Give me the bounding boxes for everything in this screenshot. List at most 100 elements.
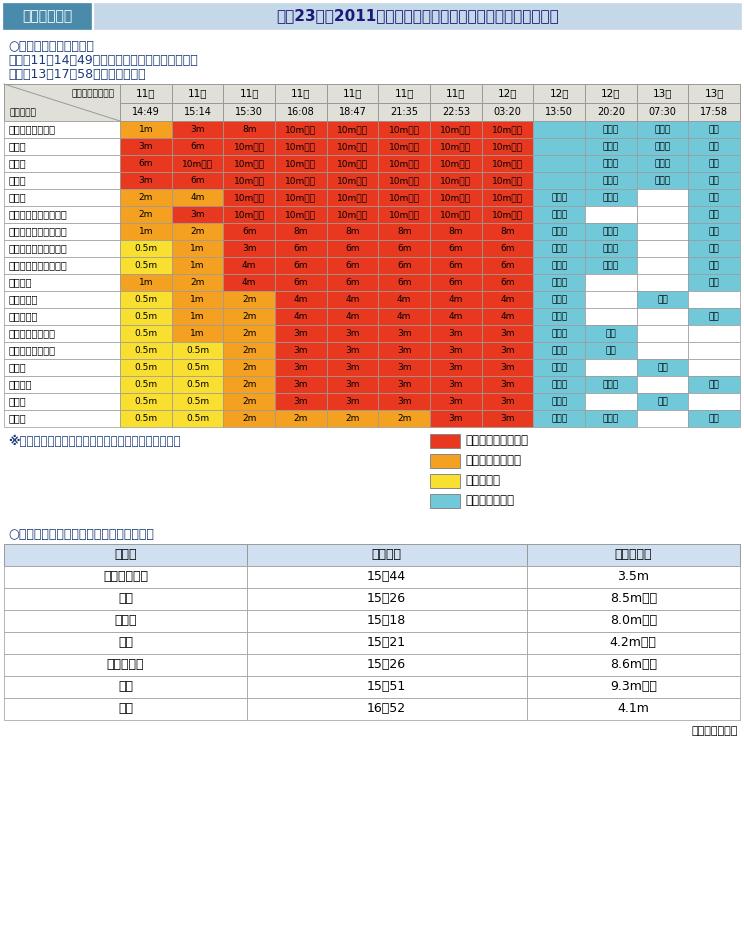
Text: 2m: 2m [242,380,257,389]
Bar [533,121,585,138]
Text: 6m: 6m [294,261,308,270]
Bar [94,3,741,29]
Text: 10m以上: 10m以上 [234,193,265,202]
Text: 10m以上: 10m以上 [388,210,420,219]
Text: 3m: 3m [500,414,515,423]
Bar [247,632,527,654]
Text: 3m: 3m [345,380,360,389]
Bar [585,325,637,342]
Text: 3m: 3m [138,176,153,185]
Text: 切下げ: 切下げ [551,227,567,236]
Bar [688,274,740,291]
Text: 21:35: 21:35 [390,107,418,117]
Text: 4m: 4m [294,295,308,304]
Text: 2m: 2m [397,414,411,423]
Text: 解除: 解除 [709,227,719,236]
Text: 15：26: 15：26 [367,658,406,672]
Bar [223,410,275,427]
Bar [223,240,275,257]
Bar [527,676,740,698]
Text: 解除: 解除 [709,176,719,185]
Bar [430,84,481,103]
Bar [430,274,481,291]
Bar [275,172,327,189]
Bar [688,189,740,206]
Bar [688,84,740,103]
Bar [120,103,172,121]
Text: ○津波警報等の発表状況: ○津波警報等の発表状況 [8,40,94,53]
Bar [688,257,740,274]
Text: 10m以上: 10m以上 [234,176,265,185]
Text: 3m: 3m [500,346,515,355]
Text: 4m: 4m [345,295,359,304]
Bar [275,308,327,325]
Text: 10m以上: 10m以上 [234,210,265,219]
Text: 0.5m: 0.5m [134,312,158,321]
Bar [585,291,637,308]
Bar [172,103,223,121]
Text: 相馬: 相馬 [118,680,133,693]
Bar [533,393,585,410]
Text: 切下げ: 切下げ [551,278,567,287]
Text: 津波の高さ: 津波の高さ [615,548,652,561]
Bar [247,676,527,698]
Text: 4.2m以上: 4.2m以上 [610,637,657,649]
Bar [379,240,430,257]
Text: 2m: 2m [190,278,205,287]
Text: 16:08: 16:08 [287,107,315,117]
Text: 10m以上: 10m以上 [337,193,368,202]
Bar [4,342,120,359]
Bar [585,84,637,103]
Text: 11日: 11日 [394,89,414,99]
Bar [379,342,430,359]
Bar [223,138,275,155]
Bar [120,172,172,189]
Text: 切下げ: 切下げ [551,380,567,389]
Bar [637,155,688,172]
Bar [585,206,637,223]
Bar [120,223,172,240]
Bar [4,257,120,274]
Text: 10m以上: 10m以上 [337,125,368,134]
Bar [688,206,740,223]
Bar [247,588,527,610]
Text: 高知県: 高知県 [9,414,27,424]
Text: 切下げ: 切下げ [655,159,670,168]
Bar [4,206,120,223]
Text: 岩手県: 岩手県 [9,141,27,152]
Text: 津波予報区: 津波予報区 [9,108,36,117]
Bar [379,410,430,427]
Bar [481,325,533,342]
Bar [120,121,172,138]
Text: 石巻市鮎川: 石巻市鮎川 [106,658,144,672]
Bar [327,240,379,257]
Bar [533,84,585,103]
Bar [481,291,533,308]
Text: 6m: 6m [397,278,411,287]
Bar [247,566,527,588]
Bar [223,172,275,189]
Text: 6m: 6m [345,244,360,253]
Bar [637,223,688,240]
Text: 3m: 3m [294,363,308,372]
Bar [533,257,585,274]
Text: 10m以上: 10m以上 [492,176,523,185]
Bar [223,291,275,308]
Text: 1m: 1m [190,261,205,270]
Text: 3m: 3m [449,380,463,389]
Text: 解除: 解除 [709,380,719,389]
Text: 3m: 3m [345,363,360,372]
Bar [172,342,223,359]
Bar [430,434,460,448]
Bar [4,325,120,342]
Text: 切下げ: 切下げ [551,346,567,355]
Text: 0.5m: 0.5m [186,380,209,389]
Bar [481,103,533,121]
Bar [4,291,120,308]
Text: 3m: 3m [397,380,411,389]
Text: 津波注意報: 津波注意報 [465,475,500,488]
Bar [120,274,172,291]
Bar [585,393,637,410]
Bar [3,3,91,29]
Bar [223,189,275,206]
